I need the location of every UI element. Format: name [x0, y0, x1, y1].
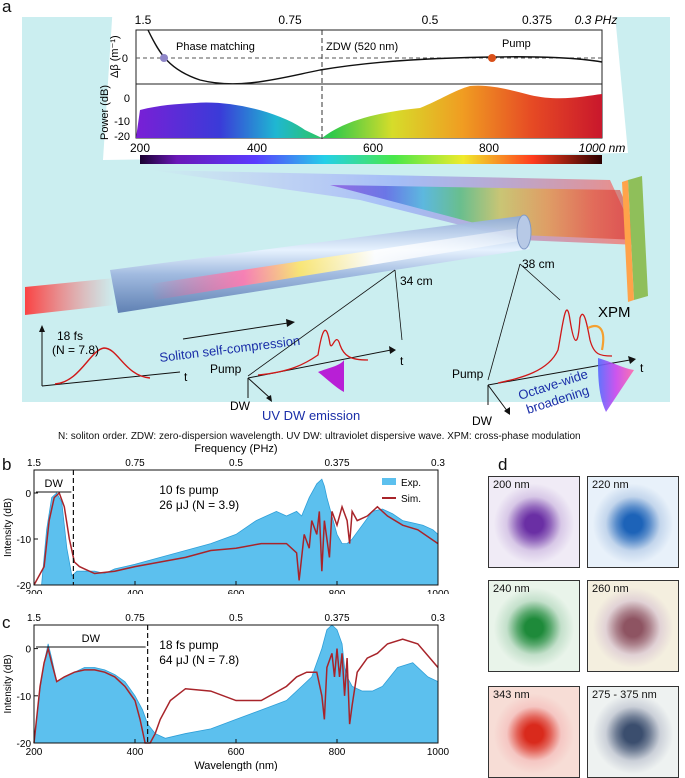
x-tick-label: 800	[329, 747, 346, 758]
beam-profile-label: 200 nm	[493, 479, 530, 491]
beam-profile-tile: 275 - 375 nm	[587, 686, 679, 778]
pump-label: Pump	[502, 38, 531, 50]
top-tick: 0.375	[522, 13, 552, 27]
panel-label-c: c	[2, 613, 11, 632]
x-tick-label: 600	[228, 589, 245, 594]
top-tick-label: 0.375	[324, 458, 349, 469]
top-tick-label: 1.5	[27, 458, 41, 469]
top-tick-label: 0.3	[431, 613, 445, 624]
caption: N: soliton order. ZDW: zero-dispersion w…	[58, 431, 581, 442]
bottom-tick: 600	[363, 141, 383, 155]
power-ytick: 0	[124, 93, 130, 105]
beam-profile-label: 260 nm	[592, 583, 629, 595]
cm38-label: 38 cm	[522, 257, 555, 271]
panel-label-a: a	[2, 0, 12, 16]
top-tick-label: 0.3	[431, 458, 445, 469]
dw-label-1: DW	[230, 399, 251, 413]
y-tick-label: -20	[17, 739, 32, 750]
t-label-3: t	[640, 361, 644, 375]
beam-profile-label: 275 - 375 nm	[592, 689, 657, 701]
pump-label-2: Pump	[452, 367, 484, 381]
pump-annotation-1: 18 fs pump	[159, 638, 219, 652]
power-ylabel: Power (dB)	[99, 85, 111, 140]
xpm-label: XPM	[598, 304, 631, 321]
beam-profile-tile: 240 nm	[488, 580, 580, 672]
top-tick-label: 0.75	[125, 458, 145, 469]
x-tick-label: 400	[127, 589, 144, 594]
beam-profile-label: 220 nm	[592, 479, 629, 491]
pump-annotation-2: 26 μJ (N = 3.9)	[159, 498, 239, 512]
x-tick-label: 1000	[427, 747, 450, 758]
y-axis-label: Intensity (dB)	[3, 498, 14, 557]
dispersion-zero: 0	[122, 53, 128, 65]
panel-a: 1.5 0.75 0.5 0.375 0.3 PHz Δβ (m⁻¹) 0 Ph…	[22, 13, 670, 428]
top-tick: 0.3 PHz	[575, 13, 618, 27]
y-tick-label: 0	[25, 489, 31, 500]
power-ytick: -20	[114, 131, 130, 143]
x-tick-label: 600	[228, 747, 245, 758]
top-tick-label: 0.5	[229, 458, 243, 469]
top-tick: 0.75	[278, 13, 302, 27]
top-tick: 0.5	[422, 13, 439, 27]
beam-profile-tile: 260 nm	[587, 580, 679, 672]
bottom-axis: 200 400 600 800 1000 nm	[130, 141, 625, 155]
pulse1-duration: 18 fs	[57, 329, 83, 343]
bottom-tick: 200	[130, 141, 150, 155]
bottom-tick: 800	[479, 141, 499, 155]
cm34-label: 34 cm	[400, 274, 433, 288]
pump-label-1: Pump	[210, 362, 242, 376]
pump-annotation-1: 10 fs pump	[159, 483, 219, 497]
beam-profile-label: 240 nm	[493, 583, 530, 595]
chart-title: Frequency (PHz)	[194, 444, 277, 455]
legend-label-exp: Exp.	[401, 478, 421, 489]
beam-profile-label: 343 nm	[493, 689, 530, 701]
y-tick-label: -20	[17, 581, 32, 592]
x-axis-label: Wavelength (nm)	[194, 760, 277, 771]
top-tick-label: 1.5	[27, 613, 41, 624]
x-tick-label: 800	[329, 589, 346, 594]
pump-annotation-2: 64 μJ (N = 7.8)	[159, 653, 239, 667]
t-label-1: t	[184, 370, 188, 384]
pulse-38cm	[487, 263, 636, 415]
pulse-34cm	[247, 269, 403, 402]
top-axis: 1.5 0.75 0.5 0.375 0.3 PHz	[135, 13, 618, 27]
pulse-initial	[39, 325, 181, 387]
power-ytick: -10	[114, 116, 130, 128]
panel-label-d: d	[498, 455, 508, 474]
zdw-label: ZDW (520 nm)	[326, 41, 398, 53]
pulse1-order: (N = 7.8)	[52, 343, 99, 357]
y-tick-label: -10	[17, 692, 32, 703]
beam-profile-tile: 220 nm	[587, 476, 679, 568]
x-tick-label: 200	[26, 589, 43, 594]
x-tick-label: 200	[26, 747, 43, 758]
dw-label-2: DW	[472, 414, 493, 428]
top-tick-label: 0.375	[324, 613, 349, 624]
beam-profile-tile: 200 nm	[488, 476, 580, 568]
legend-swatch-exp	[382, 478, 396, 485]
x-tick-label: 1000	[427, 589, 450, 594]
bottom-tick: 400	[247, 141, 267, 155]
y-tick-label: -10	[17, 535, 32, 546]
phase-matching-label: Phase matching	[176, 41, 255, 53]
y-tick-label: 0	[25, 645, 31, 656]
panel-label-b: b	[2, 455, 12, 474]
dw-label: DW	[82, 633, 101, 645]
legend-label-sim: Sim.	[401, 494, 421, 505]
beam-profile-tile: 343 nm	[488, 686, 580, 778]
t-label-2: t	[400, 354, 404, 368]
dispersion-ylabel: Δβ (m⁻¹)	[109, 35, 121, 78]
y-axis-label: Intensity (dB)	[3, 655, 14, 714]
fiber	[110, 214, 532, 313]
exp-series-area	[34, 478, 439, 586]
x-tick-label: 400	[127, 747, 144, 758]
top-tick-label: 0.5	[229, 613, 243, 624]
uv-emission-label: UV DW emission	[262, 408, 360, 423]
bottom-tick: 1000 nm	[579, 141, 626, 155]
dw-label: DW	[45, 478, 64, 490]
top-tick: 1.5	[135, 13, 152, 27]
top-tick-label: 0.75	[125, 613, 145, 624]
sim-series-line	[33, 638, 439, 744]
